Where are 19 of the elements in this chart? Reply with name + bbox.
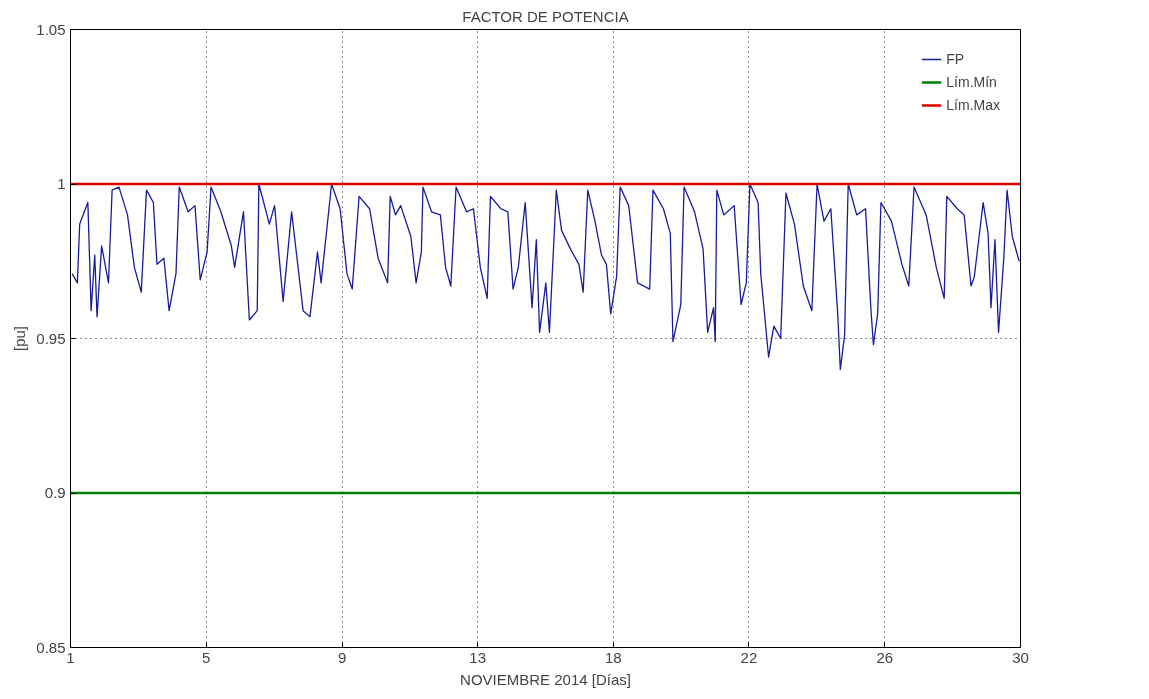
chart-title: FACTOR DE POTENCIA	[462, 7, 629, 25]
y-tick-label: 0.9	[44, 484, 66, 501]
y-tick-label: 0.85	[36, 638, 66, 656]
y-tick-label: 0.95	[36, 329, 66, 347]
y-tick-label: 1.05	[36, 20, 66, 38]
y-tick-label: 1	[57, 175, 66, 192]
legend-label: Lím.Mín	[946, 74, 997, 90]
y-axis-title: [pu]	[11, 325, 29, 352]
x-tick-label: 13	[469, 648, 487, 666]
x-tick-label: 18	[604, 648, 622, 666]
x-tick-label: 26	[876, 648, 894, 666]
x-axis-title: NOVIEMBRE 2014 [Días]	[460, 670, 631, 688]
legend-label: FP	[946, 51, 966, 67]
line-series	[71, 183, 1020, 371]
legend-label: Lím.Max	[946, 97, 1000, 113]
x-tick-label: 30	[1012, 648, 1029, 666]
x-tick-label: 9	[337, 648, 347, 666]
x-tick-label: 22	[740, 648, 758, 666]
x-tick-label: 5	[201, 648, 211, 666]
